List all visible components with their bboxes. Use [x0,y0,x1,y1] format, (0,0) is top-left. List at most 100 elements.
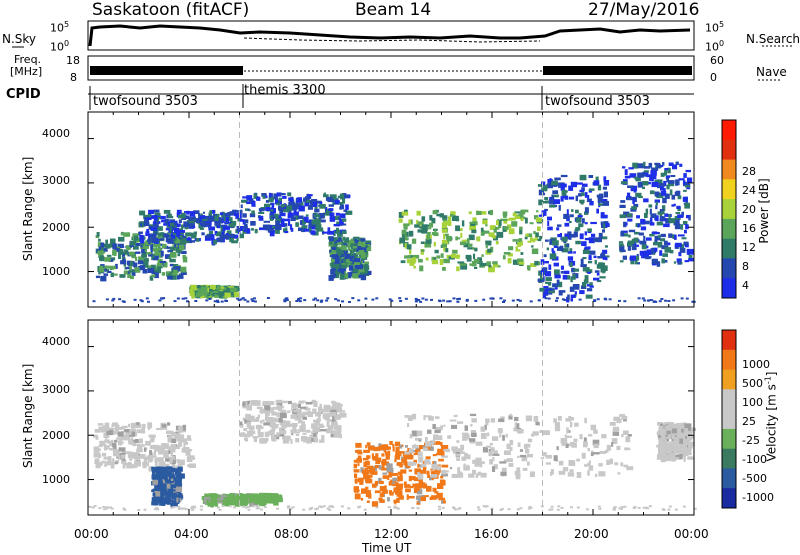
velocity-echo-cell [362,457,369,461]
power-echo-cell [468,211,472,215]
velocity-echo-cell [136,422,140,426]
velocity-echo-cell [588,434,593,437]
power-ground-scatter [194,300,198,302]
power-echo-cell [409,248,412,255]
power-echo-cell [262,224,266,229]
velocity-echo-cell [167,487,171,494]
velocity-echo-cell [177,466,183,472]
power-echo-cell [628,229,636,233]
power-echo-cell [670,175,676,177]
power-ground-scatter [336,299,340,302]
power-echo-cell [567,294,570,301]
power-echo-cell [339,257,342,262]
power-echo-cell [444,221,451,226]
power-echo-cell [421,229,428,234]
velocity-echo-cell [418,464,424,468]
power-echo-cell [156,215,161,218]
velocity-echo-cell [621,415,628,420]
velocity-echo-cell [154,491,161,497]
velocity-cbar-swatch [722,389,736,410]
power-echo-cell [680,262,683,265]
velocity-echo-cell [353,463,358,469]
velocity-echo-cell [154,485,161,489]
power-echo-cell [496,220,499,226]
power-ytick-2000: 2000 [42,221,70,234]
velocity-echo-cell [141,427,146,434]
power-echo-cell [463,243,469,248]
power-echo-cell [431,232,434,235]
velocity-echo-cell [363,461,368,467]
power-echo-cell [147,236,151,242]
power-echo-cell [141,221,146,227]
power-echo-cell [265,207,271,211]
power-echo-cell [161,219,168,223]
velocity-echo-cell [679,441,686,447]
velocity-echo-cell [606,459,610,465]
power-echo-cell [677,260,681,265]
velocity-ground-scatter [221,505,225,507]
power-echo-cell [358,254,361,259]
power-ground-scatter [184,297,188,300]
power-echo-cell [95,275,100,279]
power-echo-cell [331,268,336,272]
power-echo-cell [636,254,639,258]
velocity-echo-cell [499,461,507,464]
power-echo-cell [220,227,223,233]
velocity-echo-cell [178,473,185,479]
velocity-echo-cell [278,405,284,409]
power-echo-cell [138,265,141,269]
power-echo-cell [461,239,468,242]
power-ground-scatter [283,299,287,302]
velocity-echo-cell [181,447,185,453]
power-echo-cell [120,232,124,236]
velocity-echo-cell [381,453,385,457]
velocity-echo-cell [485,445,492,448]
power-echo-cell [443,233,446,240]
power-echo-cell [418,258,423,263]
velocity-ground-scatter [263,506,267,508]
power-echo-cell [597,197,603,203]
velocity-echo-cell [441,473,448,477]
velocity-echo-cell [175,479,181,486]
power-echo-cell [412,254,420,259]
velocity-echo-cell [588,465,594,471]
velocity-echo-cell [498,418,505,423]
power-echo-cell [600,252,606,259]
velocity-echo-cell [134,460,142,467]
power-echo-cell [332,198,337,202]
velocity-echo-cell [148,454,153,459]
velocity-ground-scatter [662,508,666,511]
velocity-echo-cell [185,450,191,456]
velocity-echo-cell [252,425,255,431]
power-echo-cell [534,215,539,220]
power-echo-cell [338,229,344,234]
power-echo-cell [289,224,293,230]
velocity-echo-cell [485,418,490,423]
power-echo-cell [519,226,523,231]
velocity-echo-cell [482,447,488,453]
velocity-echo-cell [401,451,405,454]
power-echo-cell [134,267,140,272]
power-echo-cell [567,256,574,261]
velocity-echo-cell [258,492,266,497]
power-ground-scatter [284,297,288,300]
velocity-ground-scatter [228,505,232,508]
power-echo-cell [406,259,413,264]
power-echo-cell [455,236,458,241]
power-echo-cell [524,236,528,240]
velocity-echo-cell [418,456,424,463]
velocity-echo-cell [680,428,684,435]
power-echo-cell [352,268,359,273]
power-echo-cell [155,267,158,270]
power-echo-cell [576,219,581,223]
velocity-ground-scatter [199,508,203,511]
velocity-echo-cell [404,451,410,455]
power-echo-cell [270,216,276,219]
velocity-echo-cell [360,467,364,473]
power-echo-cell [350,253,357,256]
power-echo-cell [279,224,285,227]
power-echo-cell [408,219,411,225]
power-echo-cell [170,274,177,280]
velocity-echo-cell [413,487,418,494]
velocity-echo-cell [526,453,533,458]
